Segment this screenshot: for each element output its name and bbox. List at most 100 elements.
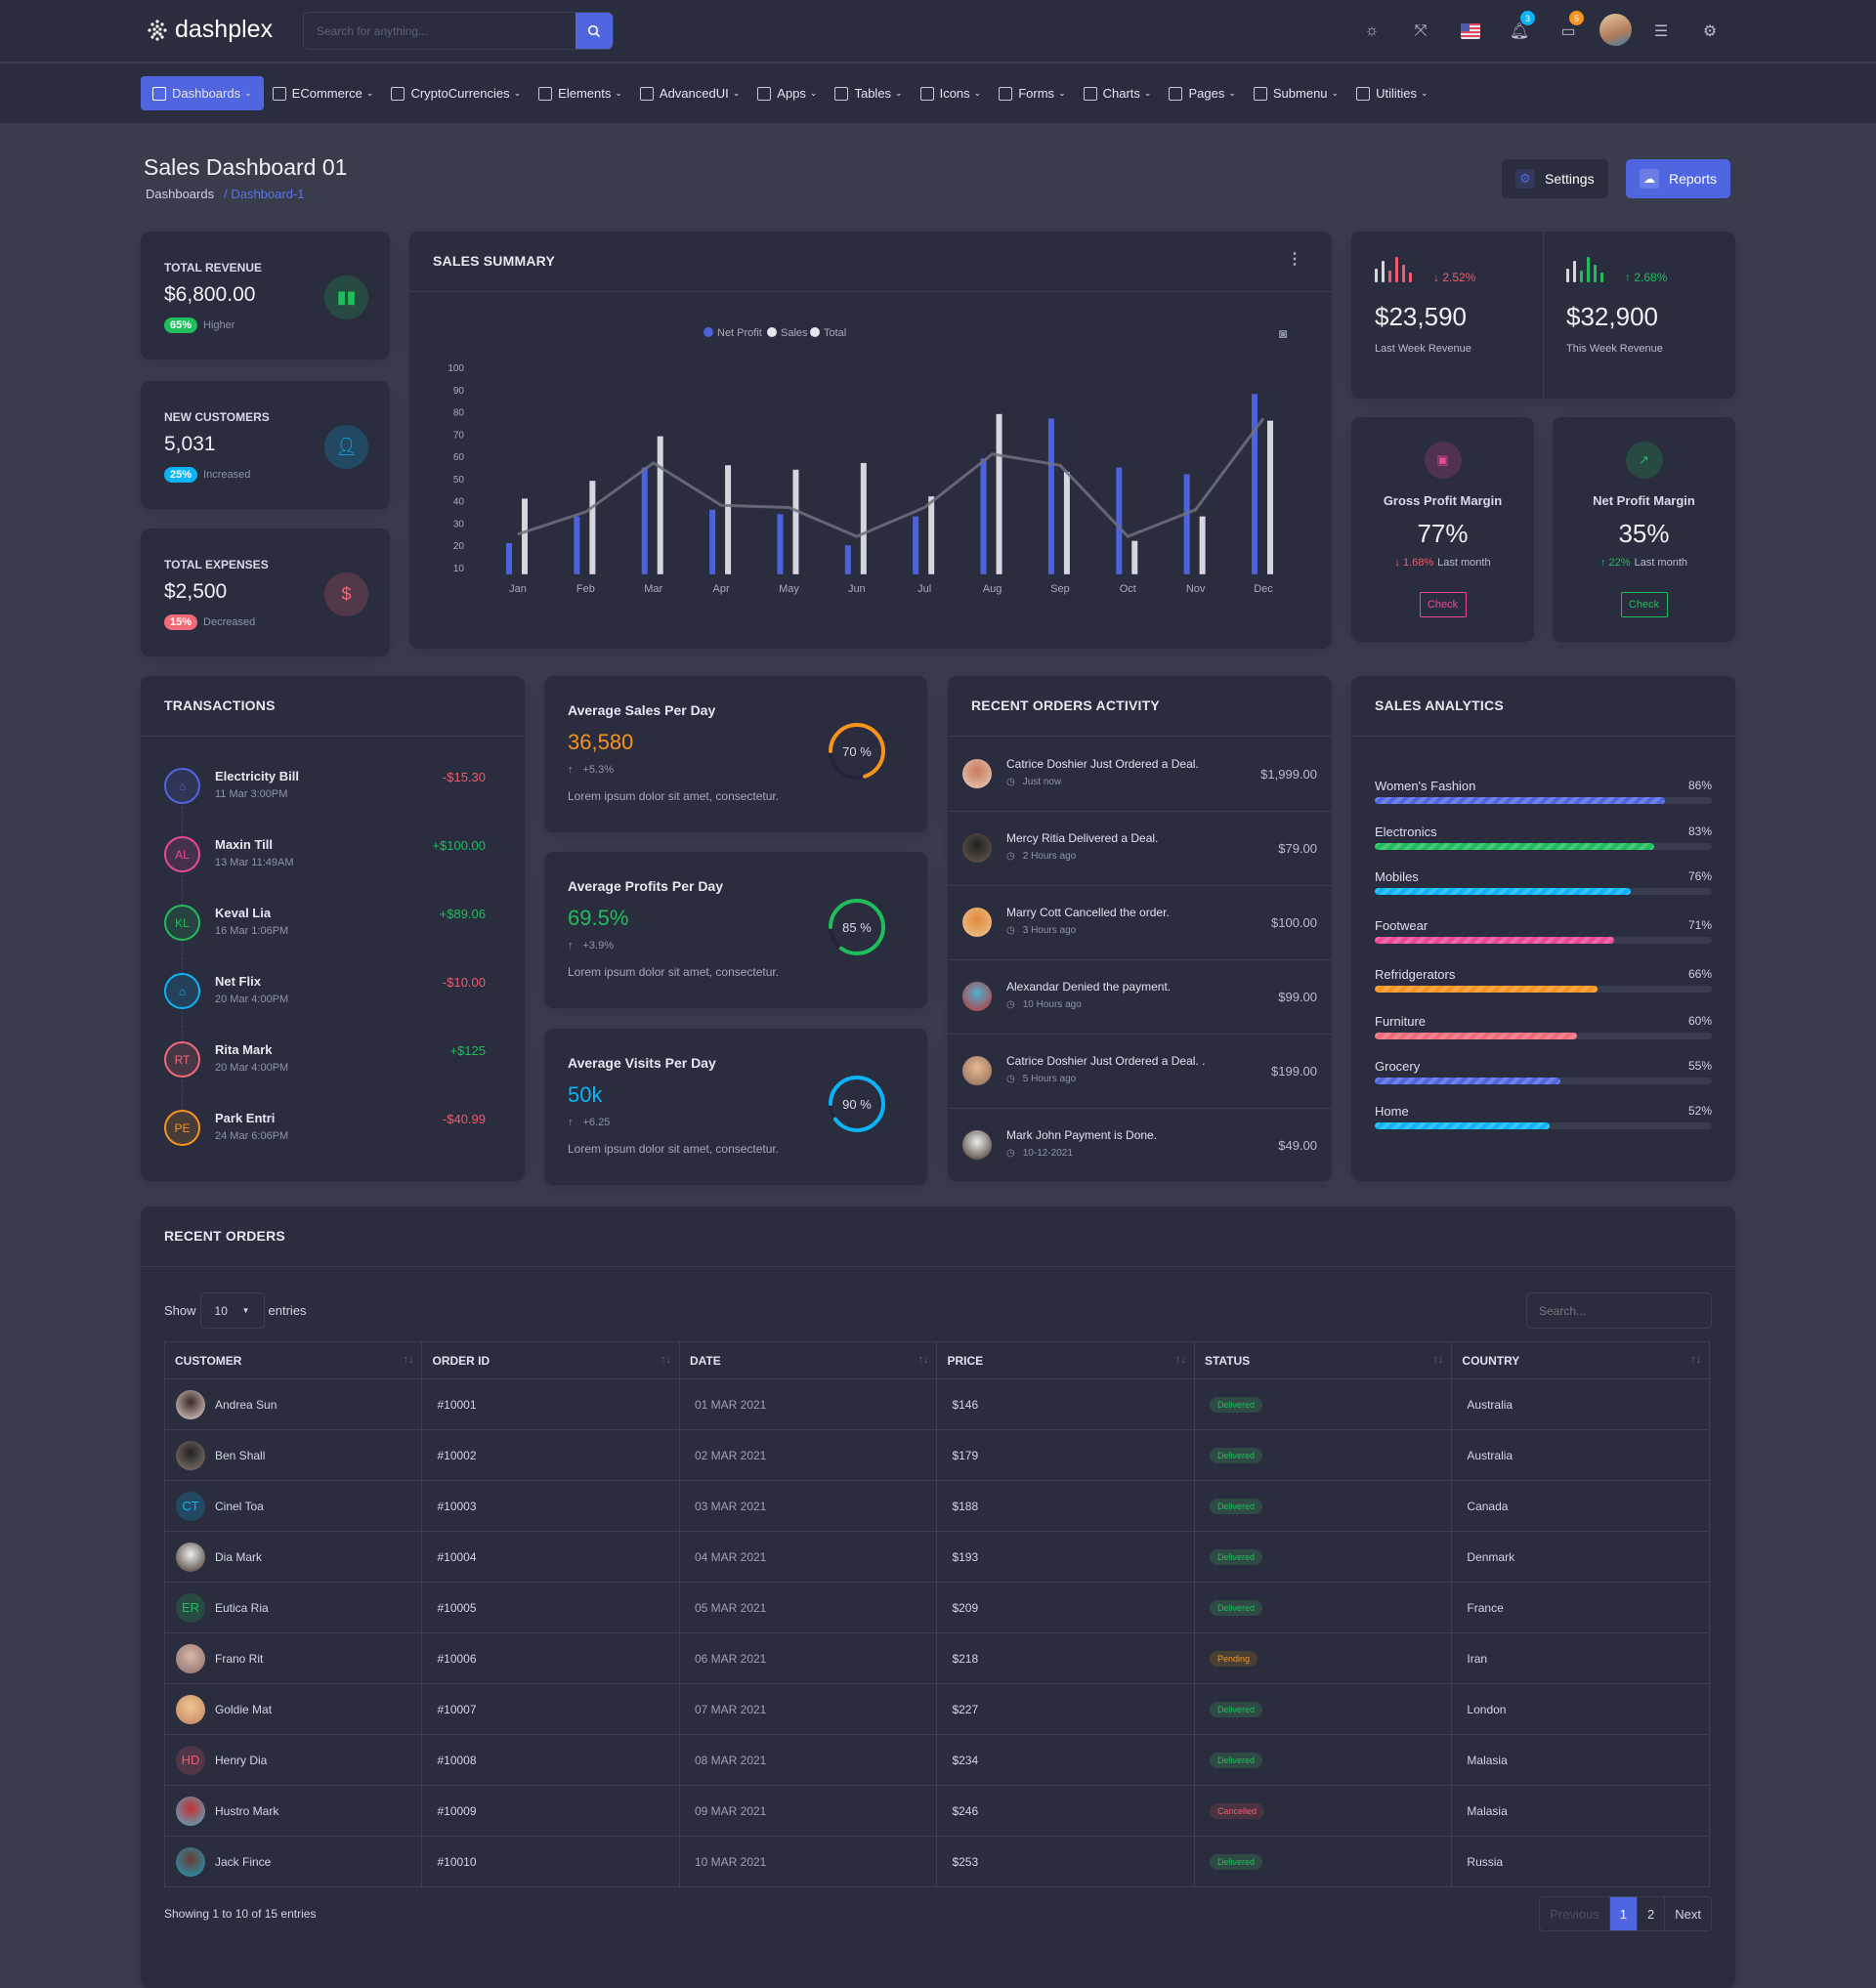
legend-label[interactable]: Sales [781, 327, 808, 339]
nav-label: Dashboards [172, 86, 240, 101]
check-button[interactable]: Check [1621, 592, 1668, 617]
nav-item-cryptocurrencies[interactable]: CryptoCurrencies⌄ [382, 76, 530, 110]
arrow-up-icon: ↑ [568, 764, 574, 776]
clock-icon: ◷ [1006, 1074, 1015, 1084]
mini-bar [1409, 273, 1412, 282]
transaction-name: Electricity Bill [215, 769, 299, 783]
cell-price: $146 [937, 1379, 1194, 1430]
reports-button[interactable]: ☁ Reports [1626, 159, 1730, 198]
column-header-order-id[interactable]: ORDER ID↑↓ [422, 1342, 679, 1379]
breadcrumb-current[interactable]: / Dashboard-1 [224, 187, 304, 201]
nav-item-tables[interactable]: Tables⌄ [826, 76, 911, 110]
nav-item-icons[interactable]: Icons⌄ [912, 76, 991, 110]
column-header-status[interactable]: STATUS↑↓ [1194, 1342, 1451, 1379]
avatar [176, 1644, 205, 1673]
nav-item-utilities[interactable]: Utilities⌄ [1347, 76, 1436, 110]
column-header-country[interactable]: COUNTRY↑↓ [1452, 1342, 1710, 1379]
search-input[interactable] [304, 13, 577, 49]
analytics-percent: 52% [1688, 1104, 1712, 1118]
column-header-customer[interactable]: CUSTOMER↑↓ [165, 1342, 422, 1379]
messages-badge: 5 [1569, 11, 1584, 25]
x-tick-label: Jul [917, 583, 931, 595]
legend-label[interactable]: Total [824, 327, 846, 339]
cell-status: Delivered [1194, 1430, 1451, 1481]
clock-icon: ◷ [1006, 851, 1015, 862]
sales-bar-nov [1200, 517, 1206, 574]
cell-order-id: #10010 [422, 1837, 679, 1887]
transaction-name: Maxin Till [215, 837, 273, 852]
cell-order-id: #10006 [422, 1633, 679, 1684]
caret-down-icon: ▼ [242, 1306, 250, 1315]
nav-item-forms[interactable]: Forms⌄ [990, 76, 1074, 110]
settings-gear-button[interactable]: ⚙ [1698, 20, 1722, 43]
top-header: dashplex ☼ ⤧ 🔔︎3 ▭5 ☰ ⚙ [0, 0, 1876, 63]
cell-status: Delivered [1194, 1837, 1451, 1887]
initials-avatar: PE [164, 1110, 200, 1146]
next-page-button[interactable]: Next [1664, 1897, 1711, 1930]
activity-price: $100.00 [1271, 915, 1317, 930]
breadcrumb-dashboards[interactable]: Dashboards [146, 187, 214, 201]
table-search-input[interactable] [1526, 1292, 1712, 1329]
page-size-select[interactable]: 10▼ [200, 1292, 265, 1329]
column-header-price[interactable]: PRICE↑↓ [937, 1342, 1194, 1379]
reports-label: Reports [1669, 171, 1717, 187]
check-button[interactable]: Check [1420, 592, 1467, 617]
y-tick-label: 20 [453, 541, 465, 552]
time-value: 2 Hours ago [1023, 851, 1076, 862]
cell-customer: Hustro Mark [165, 1786, 422, 1837]
nav-item-dashboards[interactable]: Dashboards⌄ [141, 76, 264, 110]
transaction-name: Net Flix [215, 974, 261, 989]
search-button[interactable] [576, 13, 613, 49]
x-tick-label: Feb [576, 583, 595, 595]
time-value: 3 Hours ago [1023, 925, 1076, 936]
dashboards-icon [152, 87, 166, 101]
page-2-button[interactable]: 2 [1637, 1897, 1664, 1930]
nav-item-advancedui[interactable]: AdvancedUI⌄ [631, 76, 748, 110]
home-icon: ⌂ [164, 973, 200, 1009]
cell-order-id: #10005 [422, 1583, 679, 1633]
nav-item-charts[interactable]: Charts⌄ [1075, 76, 1161, 110]
page-1-button[interactable]: 1 [1609, 1897, 1637, 1930]
activity-price: $1,999.00 [1260, 767, 1317, 782]
mini-bar [1580, 271, 1583, 282]
nav-label: Utilities [1376, 86, 1417, 101]
nav-item-elements[interactable]: Elements⌄ [530, 76, 631, 110]
cell-status: Delivered [1194, 1379, 1451, 1430]
column-header-date[interactable]: DATE↑↓ [679, 1342, 936, 1379]
fullscreen-button[interactable]: ⤧ [1409, 20, 1432, 43]
language-button[interactable] [1459, 20, 1482, 43]
nav-item-submenu[interactable]: Submenu⌄ [1245, 76, 1347, 110]
camera-icon[interactable]: ◙ [1279, 325, 1287, 341]
nav-item-pages[interactable]: Pages⌄ [1160, 76, 1244, 110]
show-label: Show [164, 1303, 196, 1318]
clock-icon: ◷ [1006, 999, 1015, 1010]
theme-toggle-button[interactable]: ☼ [1360, 20, 1384, 43]
net-profit-bar-dec [1252, 394, 1258, 574]
cell-status: Delivered [1194, 1735, 1451, 1786]
avatar [962, 1056, 992, 1085]
messages-button[interactable]: ▭5 [1556, 20, 1580, 43]
settings-button[interactable]: ⚙ Settings [1502, 159, 1608, 198]
cell-country: France [1452, 1583, 1710, 1633]
logo[interactable]: dashplex [146, 16, 273, 44]
nav-item-ecommerce[interactable]: ECommerce⌄ [264, 76, 383, 110]
cell-price: $234 [937, 1735, 1194, 1786]
nav-label: AdvancedUI [660, 86, 729, 101]
timeline-connector [182, 1079, 183, 1111]
notifications-button[interactable]: 🔔︎3 [1508, 20, 1531, 43]
cell-customer: Andrea Sun [165, 1379, 422, 1430]
nav-item-apps[interactable]: Apps⌄ [748, 76, 826, 110]
menu-button[interactable]: ☰ [1649, 20, 1673, 43]
activity-price: $49.00 [1278, 1138, 1317, 1153]
average-change: ↑+3.9% [568, 940, 614, 952]
legend-label[interactable]: Net Profit [717, 327, 762, 339]
user-avatar[interactable] [1599, 14, 1632, 46]
avatar [962, 982, 992, 1011]
previous-page-button[interactable]: Previous [1540, 1897, 1609, 1930]
